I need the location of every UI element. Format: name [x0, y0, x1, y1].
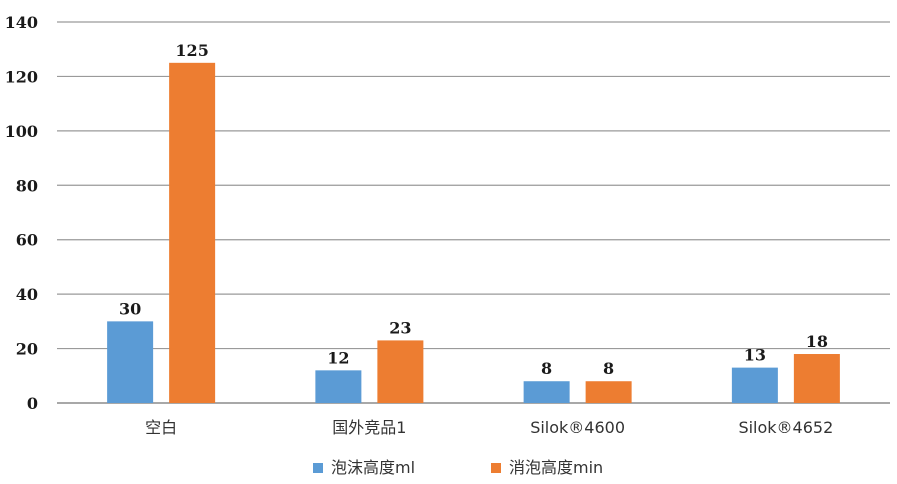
y-tick-label: 100	[5, 122, 38, 141]
legend: 泡沫高度ml 消泡高度min	[313, 458, 603, 477]
bar	[377, 340, 424, 403]
legend-label: 泡沫高度ml	[331, 458, 415, 477]
data-label: 125	[175, 41, 208, 60]
bars	[107, 62, 840, 403]
y-tick-label: 80	[16, 176, 38, 195]
data-label: 8	[603, 359, 614, 378]
legend-label: 消泡高度min	[509, 458, 603, 477]
y-tick-label: 60	[16, 231, 38, 250]
data-labels: 30 125 12 23 8 8 13 18	[119, 41, 828, 378]
category-label: 空白	[145, 418, 177, 437]
bar	[793, 354, 840, 403]
y-axis-ticks: 0 20 40 60 80 100 120 140	[5, 13, 38, 413]
y-tick-label: 40	[16, 285, 38, 304]
category-label: Silok®4600	[530, 418, 625, 437]
category-label: 国外竞品1	[332, 418, 406, 437]
y-tick-label: 120	[5, 67, 38, 86]
bar	[169, 62, 216, 403]
legend-swatch	[491, 463, 501, 473]
data-label: 18	[806, 332, 828, 351]
bar	[107, 321, 154, 403]
bar	[731, 367, 778, 403]
legend-swatch	[313, 463, 323, 473]
y-tick-label: 0	[27, 394, 38, 413]
y-tick-label: 140	[5, 13, 38, 32]
y-tick-label: 20	[16, 340, 38, 359]
bar	[585, 381, 632, 403]
bar	[523, 381, 570, 403]
data-label: 8	[541, 359, 552, 378]
data-label: 23	[389, 318, 411, 337]
category-label: Silok®4652	[738, 418, 833, 437]
x-axis-categories: 空白 国外竞品1 Silok®4600 Silok®4652	[145, 418, 833, 437]
data-label: 13	[744, 346, 766, 365]
bar	[315, 370, 362, 403]
data-label: 30	[119, 299, 141, 318]
data-label: 12	[327, 348, 349, 367]
